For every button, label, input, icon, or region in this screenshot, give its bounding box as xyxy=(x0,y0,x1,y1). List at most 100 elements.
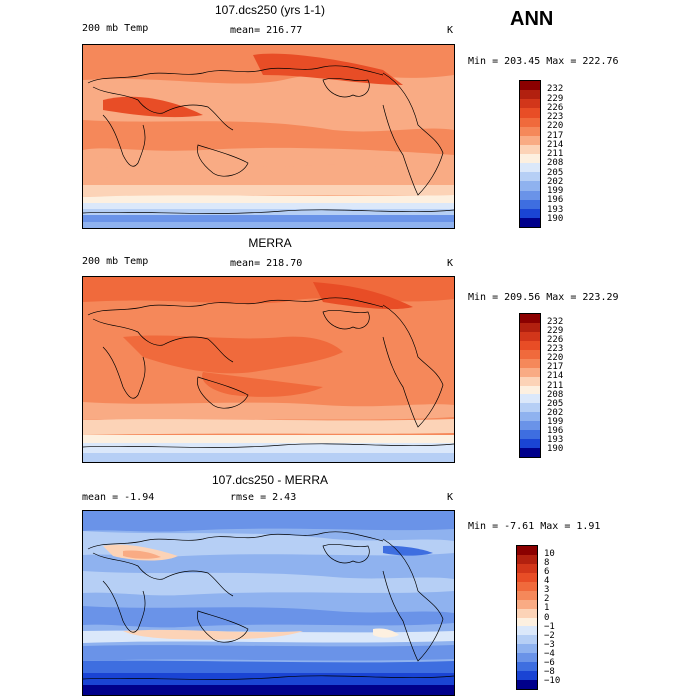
panel1-map xyxy=(82,44,455,229)
panel3-unit-label: K xyxy=(447,492,454,503)
colorbar-tick-label: 214 xyxy=(547,139,564,150)
colorbar-cell xyxy=(520,412,540,422)
panel3-field-s-warm2 xyxy=(373,628,399,638)
colorbar-tick-label: 199 xyxy=(547,416,564,427)
colorbar-cell xyxy=(520,358,540,368)
colorbar-tick-label: 4 xyxy=(544,576,550,587)
panel1-map-svg xyxy=(83,45,454,228)
panel3-field-s-trop xyxy=(83,606,454,628)
colorbar-cell xyxy=(520,394,540,404)
colorbar-cell xyxy=(520,163,540,173)
panel3-field-band2 xyxy=(83,685,454,695)
colorbar-cell xyxy=(520,126,540,136)
colorbar-tick-label: −1 xyxy=(544,621,555,632)
panel2-variable-label: 200 mb Temp xyxy=(82,256,149,267)
colorbar-cell xyxy=(520,199,540,209)
colorbar-tick-label: 229 xyxy=(547,93,564,104)
panel2-field-arctic xyxy=(313,282,413,310)
panel1-variable-label: 200 mb Temp xyxy=(82,23,149,34)
colorbar-cell xyxy=(520,340,540,350)
panel3-field-band1 xyxy=(83,673,454,685)
panel1-coastlines xyxy=(83,65,454,214)
colorbar-cell xyxy=(517,608,537,618)
colorbar-tick-label: 3 xyxy=(544,585,550,596)
colorbar-tick-label: 6 xyxy=(544,567,550,578)
colorbar-tick-label: 220 xyxy=(547,121,564,132)
panel3-minmax: Min = -7.61 Max = 1.91 xyxy=(468,521,601,532)
colorbar-cell xyxy=(520,144,540,154)
panel3-title: 107.dcs250 - MERRA xyxy=(211,473,329,487)
colorbar-tick-label: 223 xyxy=(547,344,564,355)
colorbar-cell xyxy=(517,546,537,555)
panel2-field-band1 xyxy=(83,435,454,443)
panel3-field-n-mid xyxy=(83,531,454,557)
panel3-map-svg xyxy=(83,511,454,695)
colorbar-cell xyxy=(520,421,540,431)
panel2-field-s-mid xyxy=(83,419,454,435)
panel1-title: 107.dcs250 (yrs 1-1) xyxy=(214,3,326,17)
colorbar-tick-label: 205 xyxy=(547,167,564,178)
panel1-field-band1 xyxy=(83,203,454,209)
colorbar-tick-label: 226 xyxy=(547,335,564,346)
panel2-field-north xyxy=(83,277,454,304)
colorbar-cell xyxy=(520,90,540,100)
season-label: ANN xyxy=(510,8,554,30)
panel3-field-s-cold xyxy=(83,645,454,661)
panel3-coastlines xyxy=(83,531,454,680)
panel2-title: MERRA xyxy=(248,236,292,250)
colorbar-cell xyxy=(517,617,537,627)
colorbar-cell xyxy=(520,349,540,359)
panel1-field-asia xyxy=(103,96,203,118)
panel1-colorbar xyxy=(519,80,541,228)
panel1-colorbar-labels: 232 229 226 223 220 217 214 211 208 205 202 199 196 1… xyxy=(547,80,587,228)
colorbar-tick-label: 190 xyxy=(547,213,564,224)
panel1-field-s-edge xyxy=(83,195,454,203)
panel3-field-tropics xyxy=(83,571,454,596)
colorbar-cell xyxy=(520,403,540,413)
colorbar-cell xyxy=(520,181,540,191)
panel1-field-tropics xyxy=(83,120,454,155)
colorbar-tick-label: 193 xyxy=(547,434,564,445)
panel2-minmax: Min = 209.56 Max = 223.29 xyxy=(468,292,619,303)
panel2-field-band2 xyxy=(83,443,454,453)
colorbar-cell xyxy=(520,190,540,200)
panel2-map-svg xyxy=(83,277,454,462)
colorbar-tick-label: 193 xyxy=(547,204,564,215)
panel2-field-tropics xyxy=(123,335,343,374)
colorbar-cell xyxy=(520,385,540,395)
colorbar-cell xyxy=(520,367,540,377)
colorbar-cell xyxy=(520,208,540,218)
colorbar-cell xyxy=(517,671,537,681)
panel3-rmse-label: rmse = 2.43 xyxy=(230,492,297,503)
colorbar-tick-label: −8 xyxy=(544,666,555,677)
colorbar-tick-label: 202 xyxy=(547,407,564,418)
colorbar-cell xyxy=(517,644,537,654)
panel2-mean-label: mean= 218.70 xyxy=(230,258,303,269)
colorbar-cell xyxy=(520,331,540,341)
panel1-minmax: Min = 203.45 Max = 222.76 xyxy=(468,56,619,67)
panel2-map xyxy=(82,276,455,463)
colorbar-tick-label: 199 xyxy=(547,186,564,196)
colorbar-cell xyxy=(517,599,537,609)
panel1-field-s-mid xyxy=(83,185,454,198)
panel1-field-south xyxy=(83,162,454,186)
colorbar-tick-label: 211 xyxy=(547,149,564,159)
colorbar-tick-label: 232 xyxy=(547,84,564,95)
colorbar-tick-label: 214 xyxy=(547,371,564,382)
panel2-field-warmpool xyxy=(202,372,323,397)
colorbar-cell xyxy=(517,680,537,689)
panel2-field-south xyxy=(83,402,454,423)
colorbar-tick-label: 208 xyxy=(547,389,564,400)
colorbar-cell xyxy=(520,322,540,332)
colorbar-tick-label: 217 xyxy=(547,130,564,141)
panel2-field-band3 xyxy=(83,453,454,462)
colorbar-tick-label: 223 xyxy=(547,112,564,122)
panel1-field-band4 xyxy=(83,222,454,228)
colorbar-cell xyxy=(520,314,540,323)
colorbar-cell xyxy=(520,172,540,182)
colorbar-tick-label: −10 xyxy=(544,675,561,686)
colorbar-cell xyxy=(517,653,537,663)
colorbar-tick-label: 211 xyxy=(547,380,564,391)
colorbar-cell xyxy=(517,554,537,564)
colorbar-cell xyxy=(520,430,540,440)
